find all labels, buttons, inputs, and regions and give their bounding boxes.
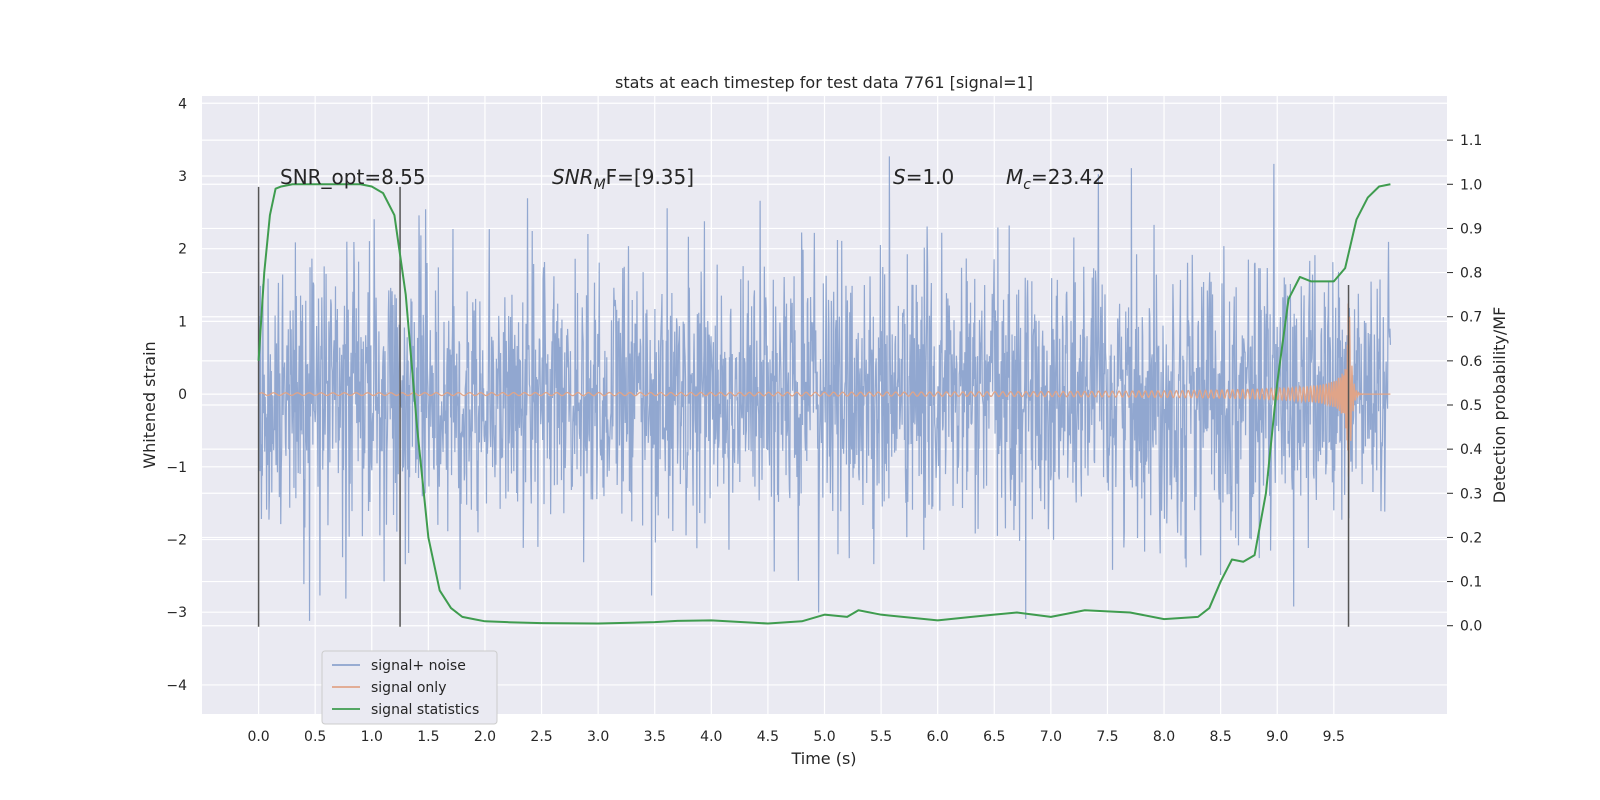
- x-tick-19: 9.5: [1323, 729, 1345, 745]
- line-signal-statistics: [257, 183, 1391, 625]
- annotation-snr-mf-rest: F=[9.35]: [606, 165, 694, 189]
- y-left-tick-4: 0: [178, 387, 187, 403]
- x-tick-11: 5.5: [870, 729, 892, 745]
- y-right-tick-3: 0.3: [1460, 486, 1482, 502]
- x-tick-7: 3.5: [644, 729, 666, 745]
- x-tick-5: 2.5: [530, 729, 552, 745]
- x-tick-8: 4.0: [700, 729, 722, 745]
- y-right-tick-11: 1.1: [1460, 133, 1482, 149]
- x-tick-0: 0.0: [247, 729, 269, 745]
- annotation-snr-mf-sub: M: [594, 177, 606, 193]
- series-signal-statistics: [257, 183, 1391, 625]
- legend-label-signal-noise: signal+ noise: [371, 658, 466, 674]
- chart-title: stats at each timestep for test data 776…: [615, 73, 1033, 92]
- legend: signal+ noise signal only signal statist…: [321, 650, 498, 725]
- y-right-tick-8: 0.8: [1460, 266, 1482, 282]
- annotation-s-value: =1.0: [906, 165, 955, 189]
- x-tick-1: 0.5: [304, 729, 326, 745]
- y-right-tick-2: 0.2: [1460, 530, 1482, 546]
- annotation-s: S=1.0: [893, 165, 954, 189]
- y-right-tick-5: 0.5: [1460, 398, 1482, 414]
- legend-label-signal-only: signal only: [371, 680, 446, 696]
- y-left-tick-2: −2: [166, 533, 187, 549]
- series-signal-noise: [257, 156, 1392, 621]
- x-tick-18: 9.0: [1266, 729, 1288, 745]
- y-left-tick-1: −3: [166, 605, 187, 621]
- y-left-tick-8: 4: [178, 96, 187, 112]
- x-tick-9: 4.5: [757, 729, 779, 745]
- x-tick-3: 1.5: [417, 729, 439, 745]
- y-left-tick-3: −1: [166, 460, 187, 476]
- legend-box: [321, 650, 498, 725]
- y-right-tick-6: 0.6: [1460, 354, 1482, 370]
- y-right-tick-7: 0.7: [1460, 310, 1482, 326]
- y-right-tick-labels: 0.0 0.1 0.2 0.3 0.4 0.5 0.6 0.7 0.8 0.9 1.0 1.1: [1447, 133, 1482, 635]
- y-left-tick-0: −4: [166, 678, 187, 694]
- x-tick-17: 8.5: [1210, 729, 1232, 745]
- annotation-snr-mf-main: SNR: [552, 165, 594, 189]
- annotation-snr-opt: SNR_opt=8.55: [280, 165, 426, 189]
- series-signal-only: [258, 303, 1391, 477]
- annotation-mc: Mc=23.42: [1006, 165, 1105, 193]
- x-axis-label: Time (s): [790, 749, 856, 768]
- y-axis-left-label: Whitened strain: [140, 341, 159, 468]
- annotation-mc-value: =23.42: [1031, 165, 1105, 189]
- x-tick-14: 7.0: [1040, 729, 1062, 745]
- y-left-tick-5: 1: [178, 314, 187, 330]
- y-axis-right-label: Detection probability/MF: [1490, 307, 1509, 504]
- x-tick-15: 7.5: [1096, 729, 1118, 745]
- annotation-mc-main: M: [1006, 165, 1023, 189]
- x-tick-16: 8.0: [1153, 729, 1175, 745]
- y-right-tick-4: 0.4: [1460, 442, 1482, 458]
- legend-label-signal-statistics: signal statistics: [371, 702, 479, 718]
- y-right-tick-1: 0.1: [1460, 575, 1482, 591]
- y-left-tick-labels: −4 −3 −2 −1 0 1 2 3 4: [166, 96, 187, 694]
- x-tick-6: 3.0: [587, 729, 609, 745]
- x-tick-12: 6.0: [927, 729, 949, 745]
- x-tick-2: 1.0: [361, 729, 383, 745]
- x-tick-labels: 0.0 0.5 1.0 1.5 2.0 2.5 3.0 3.5 4.0 4.5 5.0 5.5 6.0 6…: [247, 729, 1344, 745]
- x-tick-4: 2.0: [474, 729, 496, 745]
- annotation-mc-sub: c: [1023, 177, 1031, 193]
- y-left-tick-7: 3: [178, 169, 187, 185]
- y-right-tick-9: 0.9: [1460, 221, 1482, 237]
- y-right-tick-0: 0.0: [1460, 619, 1482, 635]
- x-tick-13: 6.5: [983, 729, 1005, 745]
- x-tick-10: 5.0: [813, 729, 835, 745]
- y-right-tick-10: 1.0: [1460, 177, 1482, 193]
- y-left-tick-6: 2: [178, 242, 187, 258]
- annotation-snr-mf: SNRMF=[9.35]: [552, 165, 694, 193]
- line-signal-only: [258, 303, 1391, 477]
- annotation-s-label: S: [893, 165, 906, 189]
- line-signal-noise: [257, 156, 1392, 621]
